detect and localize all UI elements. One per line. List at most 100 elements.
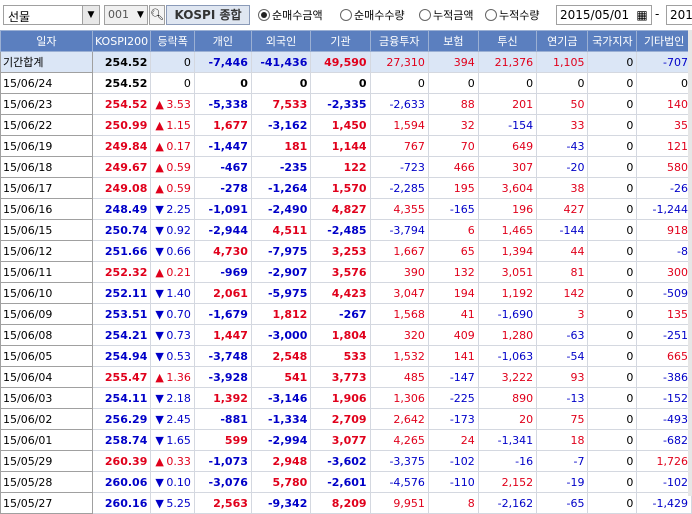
etc-cell: -682	[636, 429, 692, 451]
table-row[interactable]: 15/06/19 249.84 ▲ 0.17 -1,447 181 1,144 767 70 64…	[0, 135, 692, 157]
change-value: 0	[183, 76, 191, 90]
table-row[interactable]: 15/06/03 254.11 ▼ 2.18 1,392 -3,146 1,906 1,306…	[0, 387, 692, 409]
market-button[interactable]: KOSPI 종합	[166, 5, 250, 25]
summary-row[interactable]: 기간합계 254.52 0 -7,446 -41,436 49,590 27,310 394 2…	[0, 51, 692, 73]
pension-cell: 44	[536, 240, 589, 262]
foreign-cell: 1,812	[250, 303, 312, 325]
inst-cell: 4,423	[310, 282, 371, 304]
scrollbar[interactable]	[688, 30, 692, 496]
radio-icon[interactable]	[485, 9, 497, 21]
radio-cum-amount[interactable]: 누적금액	[419, 7, 473, 27]
date-cell: 15/06/17	[0, 177, 93, 199]
table-row[interactable]: 15/06/22 250.99 ▲ 1.15 1,677 -3,162 1,450 1,594…	[0, 114, 692, 136]
up-triangle-icon: ▲	[155, 181, 164, 195]
radio-cum-qty[interactable]: 누적수량	[485, 7, 539, 27]
chevron-down-icon[interactable]: ▼	[82, 6, 99, 24]
foreign-cell: 181	[250, 135, 312, 157]
finvest-cell: 27,310	[369, 51, 429, 73]
pension-cell: 75	[536, 408, 589, 430]
change-cell: ▼ 2.18	[150, 387, 195, 409]
table-row[interactable]: 15/06/24 254.52 0 0 0 0 0 0 0 0 0 0	[0, 72, 692, 94]
column-header[interactable]: 기타법인	[636, 30, 692, 52]
insur-cell: 194	[427, 282, 479, 304]
table-row[interactable]: 15/06/11 252.32 ▲ 0.21 -969 -2,907 3,576 390 132…	[0, 261, 692, 283]
kospi200-cell: 249.08	[91, 177, 152, 199]
column-header[interactable]: KOSPI200	[91, 30, 152, 52]
down-triangle-icon: ▼	[155, 496, 164, 510]
table-row[interactable]: 15/05/28 260.06 ▼ 0.10 -3,076 5,780 -2,601 -4,5…	[0, 471, 692, 493]
retail-cell: 1,677	[193, 114, 252, 136]
date-from-input[interactable]: 2015/05/01 ▦	[556, 5, 652, 25]
table-row[interactable]: 15/06/09 253.51 ▼ 0.70 -1,679 1,812 -267 1,568 4…	[0, 303, 692, 325]
table-row[interactable]: 15/06/16 248.49 ▼ 2.25 -1,091 -2,490 4,827 4,35…	[0, 198, 692, 220]
foreign-cell: -2,907	[250, 261, 312, 283]
market-select[interactable]: 선물 ▼	[3, 5, 100, 25]
table-row[interactable]: 15/06/05 254.94 ▼ 0.53 -3,748 2,548 533 1,532 14…	[0, 345, 692, 367]
table-row[interactable]: 15/06/17 249.08 ▲ 0.59 -278 -1,264 1,570 -2,285…	[0, 177, 692, 199]
column-header[interactable]: 연기금	[536, 30, 589, 52]
trust-cell: 1,465	[477, 219, 538, 241]
table-row[interactable]: 15/06/08 254.21 ▼ 0.73 1,447 -3,000 1,804 320 40…	[0, 324, 692, 346]
radio-icon[interactable]	[340, 9, 352, 21]
inst-cell: 2,709	[310, 408, 371, 430]
radio-net-qty[interactable]: 순매수수량	[340, 7, 405, 27]
down-triangle-icon: ▼	[155, 349, 164, 363]
table-row[interactable]: 15/06/23 254.52 ▲ 3.53 -5,338 7,533 -2,335 -2,6…	[0, 93, 692, 115]
date-cell: 15/06/16	[0, 198, 93, 220]
gov-cell: 0	[587, 345, 638, 367]
gov-cell: 0	[587, 282, 638, 304]
radio-icon[interactable]	[419, 9, 431, 21]
column-header[interactable]: 보험	[427, 30, 479, 52]
insur-cell: 32	[427, 114, 479, 136]
trust-cell: -1,063	[477, 345, 538, 367]
table-row[interactable]: 15/06/10 252.11 ▼ 1.40 2,061 -5,975 4,423 3,047…	[0, 282, 692, 304]
change-value: 0	[183, 55, 191, 69]
change-value: 0.17	[166, 139, 191, 153]
column-header[interactable]: 일자	[0, 30, 93, 52]
pension-cell: 1,105	[536, 51, 589, 73]
date-cell: 기간합계	[0, 51, 93, 73]
date-to-input[interactable]: 2015	[666, 5, 692, 25]
column-header[interactable]: 개인	[193, 30, 252, 52]
change-value: 3.53	[166, 97, 191, 111]
change-cell: ▲ 0.59	[150, 177, 195, 199]
kospi200-cell: 254.94	[91, 345, 152, 367]
date-cell: 15/06/12	[0, 240, 93, 262]
table-row[interactable]: 15/06/12 251.66 ▼ 0.66 4,730 -7,975 3,253 1,667…	[0, 240, 692, 262]
inst-cell: -2,335	[310, 93, 371, 115]
table-row[interactable]: 15/05/29 260.39 ▲ 0.33 -1,073 2,948 -3,602 -3,3…	[0, 450, 692, 472]
trust-cell: 196	[477, 198, 538, 220]
column-header[interactable]: 투신	[477, 30, 538, 52]
table-row[interactable]: 15/06/01 258.74 ▼ 1.65 599 -2,994 3,077 4,265 24…	[0, 429, 692, 451]
calendar-icon[interactable]: ▦	[636, 8, 648, 22]
retail-cell: -3,748	[193, 345, 252, 367]
insur-cell: 24	[427, 429, 479, 451]
column-header[interactable]: 금융투자	[369, 30, 429, 52]
insur-cell: 70	[427, 135, 479, 157]
table-row[interactable]: 15/06/02 256.29 ▼ 2.45 -881 -1,334 2,709 2,642-…	[0, 408, 692, 430]
insur-cell: -225	[427, 387, 479, 409]
foreign-cell: 5,780	[250, 471, 312, 493]
date-cell: 15/06/22	[0, 114, 93, 136]
etc-cell: -251	[636, 324, 692, 346]
column-header[interactable]: 외국인	[250, 30, 312, 52]
retail-cell: 1,392	[193, 387, 252, 409]
code-input[interactable]: 001 ▼	[104, 5, 148, 25]
finvest-cell: 1,532	[369, 345, 429, 367]
column-header[interactable]: 등락폭	[150, 30, 195, 52]
gov-cell: 0	[587, 429, 638, 451]
column-header[interactable]: 국가지자	[587, 30, 638, 52]
search-icon[interactable]: 🔍︎	[149, 5, 165, 25]
radio-net-amount[interactable]: 순매수금액	[258, 7, 323, 27]
down-triangle-icon: ▼	[155, 307, 164, 321]
foreign-cell: -235	[250, 156, 312, 178]
trust-cell: -16	[477, 450, 538, 472]
code-dropdown-icon[interactable]: ▼	[137, 10, 144, 20]
column-header[interactable]: 기관	[310, 30, 371, 52]
finvest-cell: 0	[369, 72, 429, 94]
table-row[interactable]: 15/06/18 249.67 ▲ 0.59 -467 -235 122 -723 466 307…	[0, 156, 692, 178]
radio-selected-icon[interactable]	[258, 9, 270, 21]
inst-cell: 1,144	[310, 135, 371, 157]
table-row[interactable]: 15/06/15 250.74 ▼ 0.92 -2,944 4,511 -2,485 -3,7…	[0, 219, 692, 241]
table-row[interactable]: 15/06/04 255.47 ▲ 1.36 -3,928 541 3,773 485 -147…	[0, 366, 692, 388]
